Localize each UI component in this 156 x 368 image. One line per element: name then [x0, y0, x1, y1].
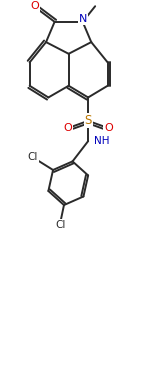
- Text: N: N: [78, 14, 87, 25]
- Text: O: O: [63, 123, 72, 133]
- Text: NH: NH: [94, 136, 109, 146]
- Text: Cl: Cl: [55, 220, 65, 230]
- Text: Cl: Cl: [28, 152, 38, 163]
- Text: S: S: [84, 114, 92, 127]
- Text: O: O: [31, 1, 39, 11]
- Text: O: O: [104, 123, 113, 133]
